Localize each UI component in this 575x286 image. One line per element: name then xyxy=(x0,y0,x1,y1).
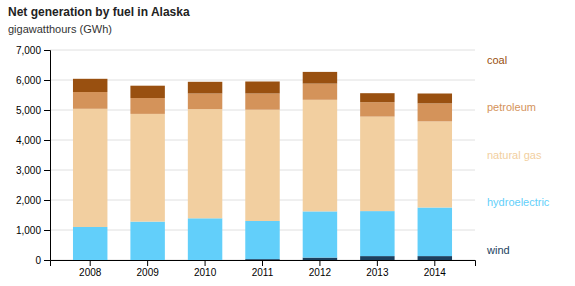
x-tick-mark xyxy=(434,260,435,266)
bar-segment xyxy=(360,256,394,260)
x-tick-label: 2012 xyxy=(309,267,332,278)
y-tick-mark xyxy=(44,200,50,201)
y-tick: 2,000 xyxy=(16,195,50,206)
bar-segment xyxy=(245,221,279,259)
x-tick: 2014 xyxy=(424,260,447,278)
bar-segment xyxy=(245,110,279,221)
legend-label: hydroelectric xyxy=(487,196,550,208)
bar-series xyxy=(73,72,452,104)
x-tick-label: 2010 xyxy=(194,267,217,278)
bar-segment xyxy=(418,94,452,104)
grid xyxy=(50,50,475,260)
bar-segment xyxy=(360,211,394,256)
x-tick-label: 2008 xyxy=(79,267,102,278)
y-tick-mark xyxy=(44,230,50,231)
y-tick-mark xyxy=(44,140,50,141)
x-tick-mark xyxy=(377,260,378,266)
y-axis-line xyxy=(44,51,51,261)
x-tick: 2009 xyxy=(137,260,160,278)
bar-segment xyxy=(303,258,337,260)
x-tick-mark xyxy=(319,260,320,266)
x-tick-label: 2009 xyxy=(137,267,160,278)
y-axis: 0 1,000 2,000 3,000 4,000 5,000 6,000 7,000 xyxy=(16,45,51,266)
x-tick-mark xyxy=(262,260,263,266)
y-tick-mark xyxy=(44,80,50,81)
y-tick: 6,000 xyxy=(16,75,50,86)
legend-label: wind xyxy=(486,244,510,256)
bar-segment xyxy=(245,94,279,110)
y-tick-label: 0 xyxy=(35,255,41,266)
bar-segment xyxy=(188,109,222,218)
bar-segment xyxy=(303,211,337,257)
bar-segment xyxy=(418,208,452,257)
y-tick: 5,000 xyxy=(16,105,50,116)
bar-segment xyxy=(360,93,394,102)
y-tick: 3,000 xyxy=(16,165,50,176)
bar-segment xyxy=(303,84,337,100)
bar-segment xyxy=(188,94,222,110)
legend-label: petroleum xyxy=(487,101,536,113)
y-tick: 4,000 xyxy=(16,135,50,146)
y-tick-mark xyxy=(44,260,50,261)
y-tick-mark xyxy=(44,170,50,171)
x-tick: 2012 xyxy=(309,260,332,278)
bar-segment xyxy=(188,82,222,94)
bar-segment xyxy=(418,121,452,207)
bar-series xyxy=(73,100,452,227)
y-tick: 1,000 xyxy=(16,225,50,236)
bar-segment xyxy=(130,114,164,222)
x-tick: 2011 xyxy=(252,260,274,278)
x-tick: 2013 xyxy=(366,260,389,278)
legend: coal petroleum natural gas hydroelectric win… xyxy=(486,54,550,256)
x-tick-mark xyxy=(205,260,206,266)
bar-segment xyxy=(130,98,164,114)
legend-label: coal xyxy=(487,54,507,66)
bar-segment xyxy=(303,100,337,212)
y-tick: 7,000 xyxy=(16,45,50,56)
bar-segment xyxy=(130,86,164,98)
bar-segment xyxy=(130,222,164,260)
subtitle: gigawatthours (GWh) xyxy=(8,23,112,35)
x-tick-mark xyxy=(90,260,91,266)
x-tick-label: 2014 xyxy=(424,267,447,278)
bar-segment xyxy=(360,117,394,212)
bar-segment xyxy=(188,218,222,260)
legend-label: natural gas xyxy=(487,149,542,161)
y-tick-label: 7,000 xyxy=(16,45,41,56)
y-tick-mark xyxy=(44,110,50,111)
grid-line xyxy=(50,50,475,51)
grid-line xyxy=(50,80,475,81)
x-tick-label: 2013 xyxy=(366,267,389,278)
y-tick: 0 xyxy=(35,255,50,266)
y-tick-label: 4,000 xyxy=(16,135,41,146)
y-tick-label: 1,000 xyxy=(16,225,41,236)
x-tick: 2008 xyxy=(79,260,102,278)
bar-segment xyxy=(73,79,107,92)
bar-segment xyxy=(360,102,394,116)
bar-segment xyxy=(73,109,107,227)
title: Net generation by fuel in Alaska xyxy=(8,5,190,19)
bar-segment xyxy=(303,72,337,84)
bar-segment xyxy=(73,92,107,109)
chart-svg: 0 1,000 2,000 3,000 4,000 5,000 6,000 7,000 2008… xyxy=(0,0,575,286)
x-tick-mark xyxy=(147,260,148,266)
bar-segment xyxy=(418,256,452,260)
x-axis: 2008 2009 2010 2011 2012 2013 2014 xyxy=(51,260,476,278)
y-tick-label: 3,000 xyxy=(16,165,41,176)
plot-area xyxy=(73,72,452,260)
bar-segment xyxy=(418,103,452,121)
bar-segment xyxy=(245,82,279,94)
y-tick-mark xyxy=(44,50,50,51)
x-tick-label: 2011 xyxy=(252,267,274,278)
x-axis-line xyxy=(51,261,476,267)
x-tick: 2010 xyxy=(194,260,217,278)
bar-segment xyxy=(73,227,107,260)
y-tick-label: 5,000 xyxy=(16,105,41,116)
y-tick-label: 2,000 xyxy=(16,195,41,206)
y-tick-label: 6,000 xyxy=(16,75,41,86)
